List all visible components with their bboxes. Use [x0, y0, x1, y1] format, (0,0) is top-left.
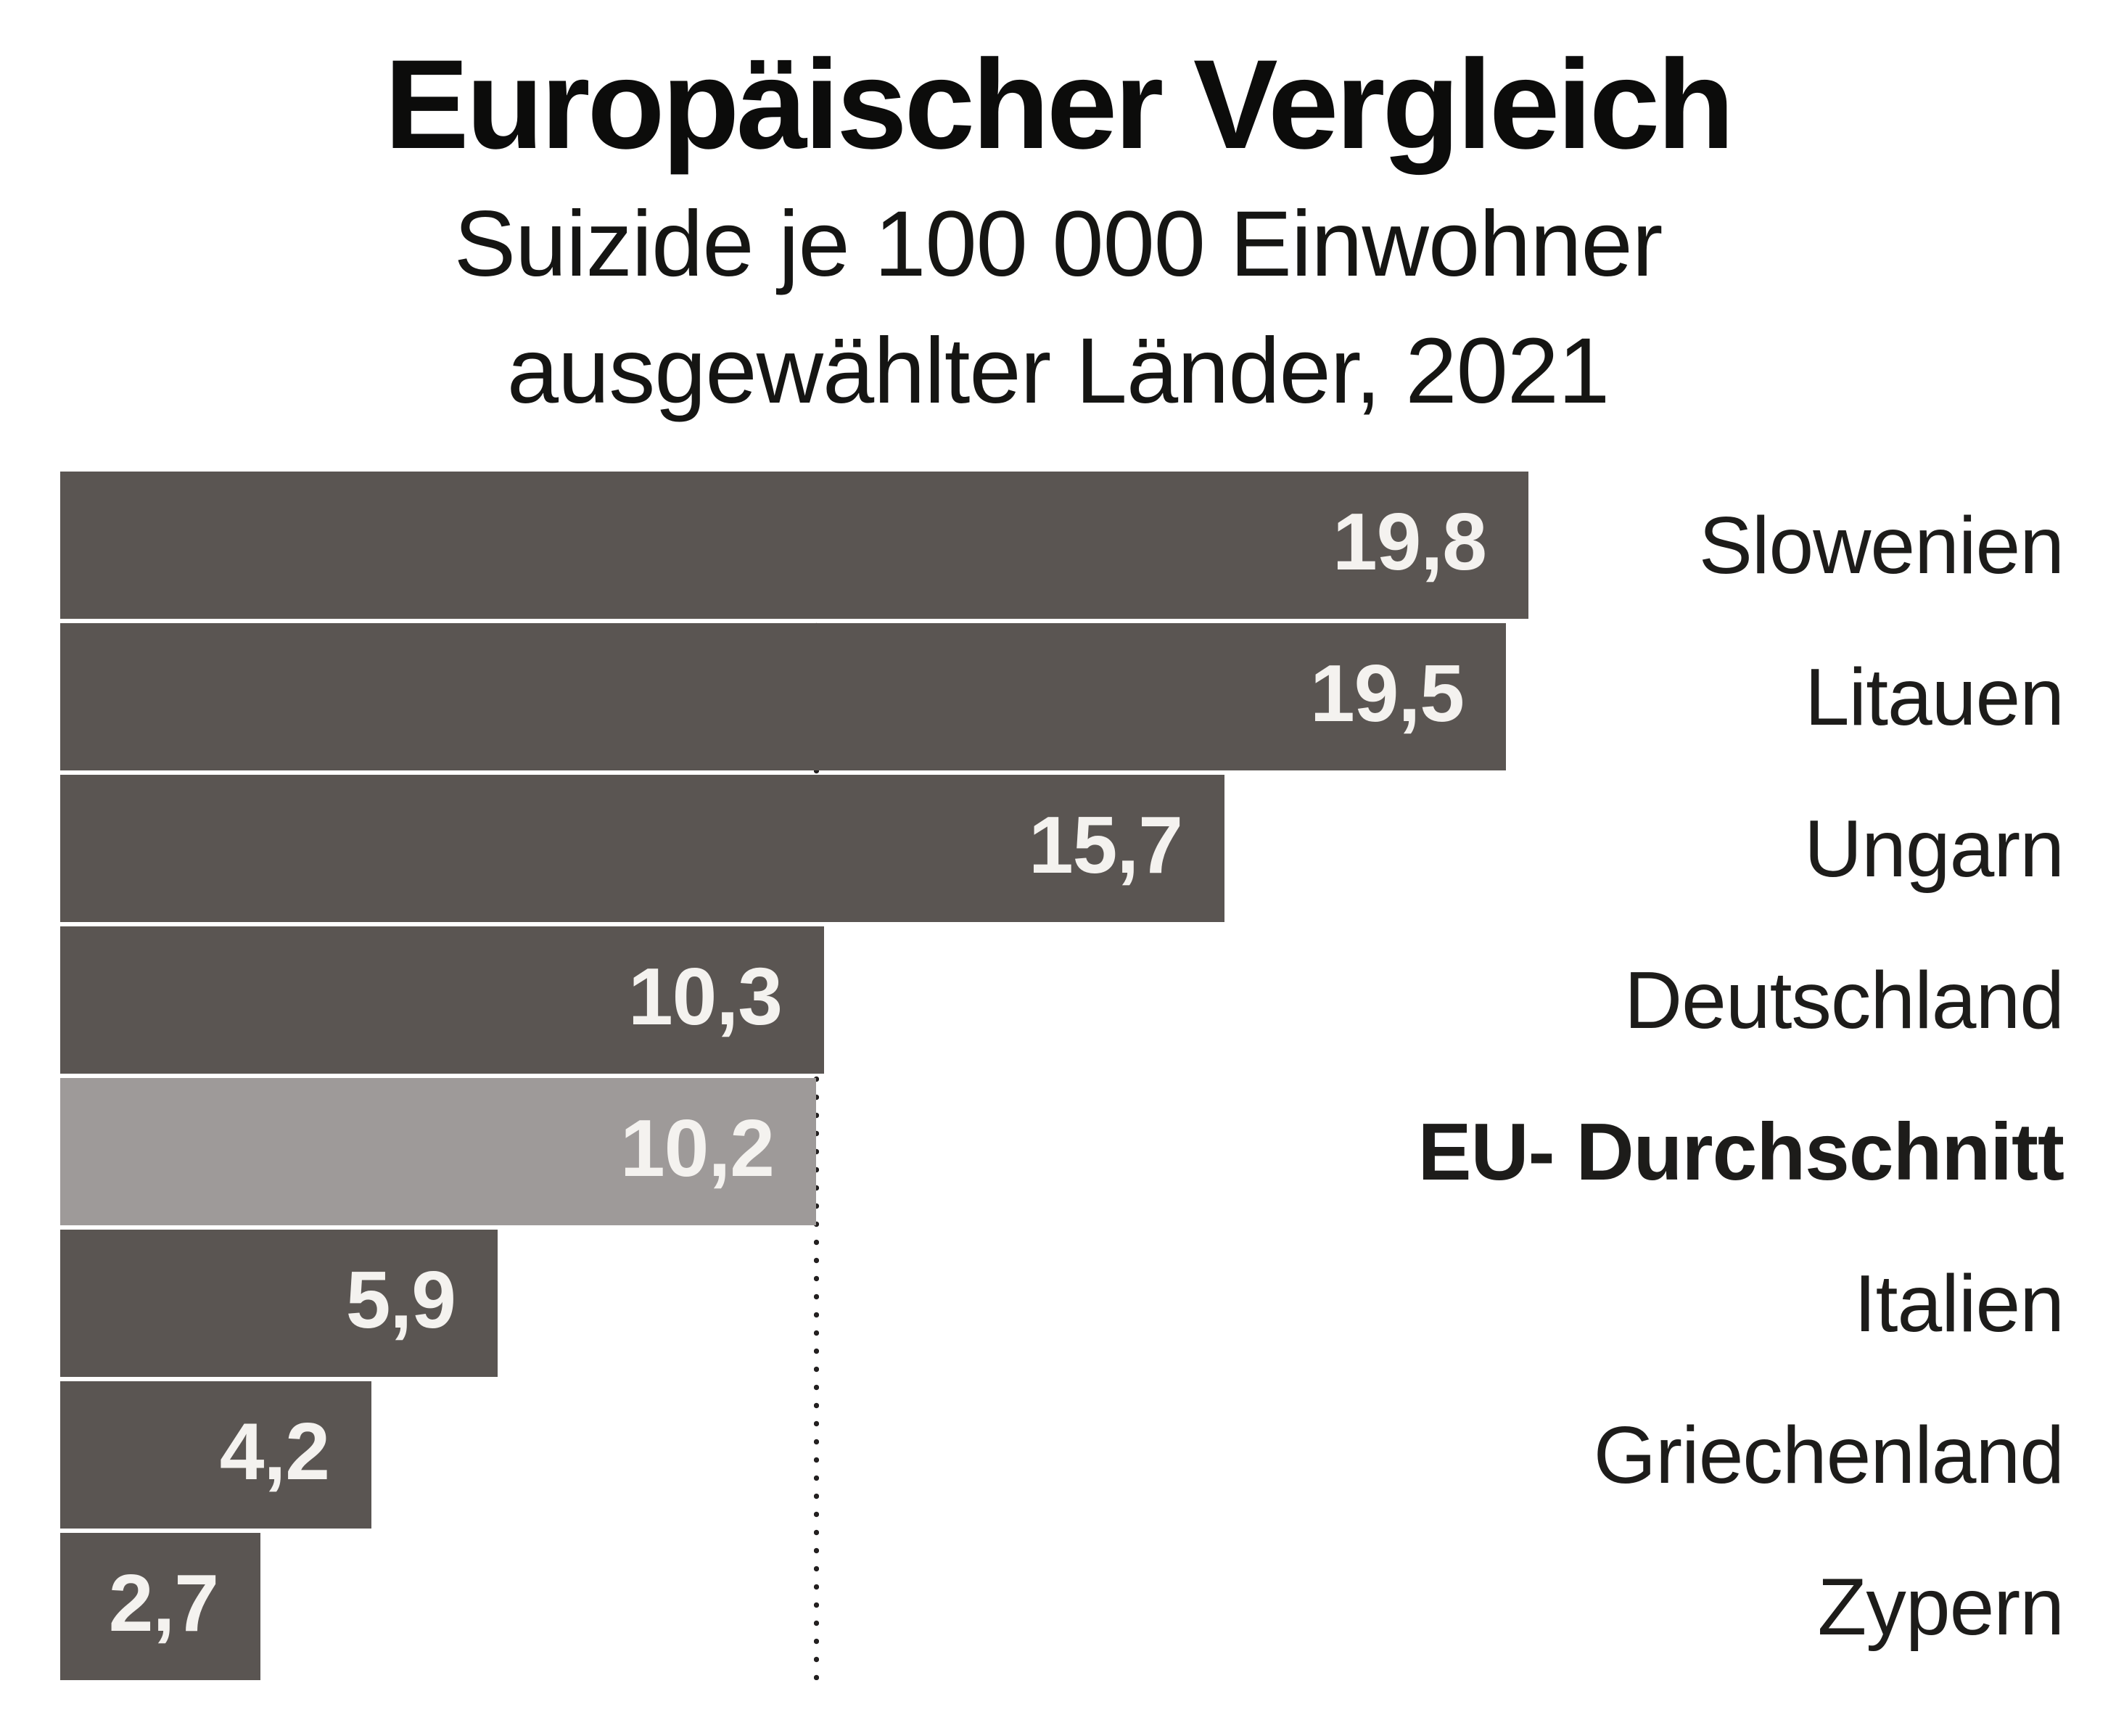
- bar-value-label: 15,7: [1028, 799, 1183, 890]
- bar-value-label: 4,2: [219, 1406, 330, 1497]
- bar-row-ungarn: 15,7 Ungarn: [60, 775, 2064, 922]
- bar-value-label: 2,7: [108, 1558, 219, 1648]
- chart-subtitle-line-1: Suizide je 100 000 Einwohner: [453, 192, 1663, 296]
- bar-zypern: 2,7: [60, 1533, 260, 1680]
- bar-row-zypern: 2,7 Zypern: [60, 1533, 2064, 1680]
- bar-value-label: 10,3: [627, 951, 783, 1042]
- bar-row-slowenien: 19,8 Slowenien: [60, 472, 2064, 619]
- bar-eu-durchschnitt: 10,2: [60, 1078, 816, 1225]
- bar-slowenien: 19,8: [60, 472, 1528, 619]
- chart-header: Europäischer Vergleich Suizide je 100 00…: [0, 30, 2116, 435]
- eu-average-reference-line: [813, 472, 819, 1680]
- bar-value-label: 19,8: [1332, 496, 1487, 587]
- country-label: Italien: [1853, 1258, 2064, 1349]
- bar-row-eu-durchschnitt: 10,2 EU- Durchschnitt: [60, 1078, 2064, 1225]
- bar-row-griechenland: 4,2 Griechenland: [60, 1381, 2064, 1529]
- country-label: Griechenland: [1593, 1410, 2064, 1500]
- chart-title: Europäischer Vergleich: [384, 34, 1734, 176]
- bar-griechenland: 4,2: [60, 1381, 371, 1529]
- bar-deutschland: 10,3: [60, 926, 824, 1074]
- country-label: Deutschland: [1623, 955, 2064, 1045]
- country-label: Ungarn: [1803, 803, 2064, 894]
- bar-value-label: 10,2: [619, 1103, 775, 1193]
- bar-row-litauen: 19,5 Litauen: [60, 623, 2064, 770]
- country-label: Zypern: [1817, 1561, 2064, 1652]
- bar-row-italien: 5,9 Italien: [60, 1230, 2064, 1377]
- chart-subtitle-line-2: ausgewählter Länder, 2021: [506, 318, 1610, 423]
- country-label: Litauen: [1804, 651, 2064, 742]
- bar-italien: 5,9: [60, 1230, 498, 1377]
- country-label: Slowenien: [1698, 500, 2064, 591]
- bar-litauen: 19,5: [60, 623, 1506, 770]
- bar-value-label: 19,5: [1309, 648, 1465, 739]
- bar-ungarn: 15,7: [60, 775, 1224, 922]
- country-label: EU- Durchschnitt: [1417, 1106, 2064, 1197]
- bar-row-deutschland: 10,3 Deutschland: [60, 926, 2064, 1074]
- bar-value-label: 5,9: [345, 1254, 456, 1345]
